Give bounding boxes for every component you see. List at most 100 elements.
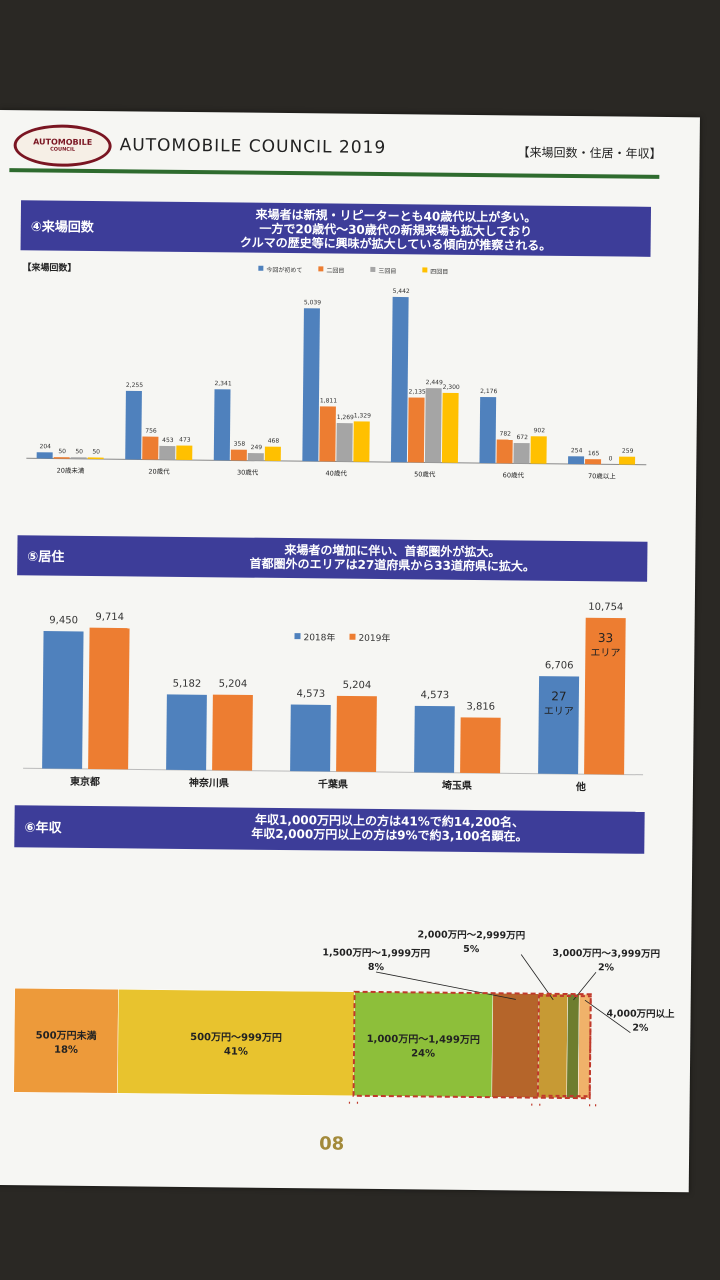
segment-value-label: 41%	[224, 1046, 248, 1057]
segment-value-label: 5%	[463, 944, 480, 955]
legend-swatch	[258, 265, 264, 271]
segment-value-label: 2%	[598, 962, 615, 973]
segment-label: 2,000万円～2,999万円	[418, 929, 526, 941]
bar	[336, 695, 377, 772]
highlight-box-9	[536, 994, 592, 1098]
bar-value-label: 672	[516, 434, 528, 441]
segment-label: 1,000万円～1,499万円	[367, 1033, 480, 1046]
bar	[530, 436, 547, 464]
bar-value-label: 2,341	[214, 380, 231, 387]
bar	[441, 392, 459, 463]
category-label: 神奈川県	[189, 776, 229, 789]
legend-swatch	[349, 633, 356, 640]
bar-value-label: 4,573	[297, 689, 326, 700]
bar	[353, 421, 370, 462]
bar-inner-label: エリア	[590, 648, 620, 659]
bracket-41	[348, 1101, 597, 1108]
bar-value-label: 9,450	[49, 615, 78, 626]
bar-value-label: 2,255	[126, 382, 143, 389]
bar	[142, 436, 159, 460]
category-label: 60歳代	[503, 470, 525, 479]
bar	[230, 449, 247, 461]
bar-value-label: 473	[179, 437, 191, 444]
segment-label: 3,000万円～3,999万円	[552, 948, 660, 960]
bar	[336, 423, 353, 462]
bar-value-label: 5,204	[343, 680, 372, 691]
bar	[87, 457, 104, 460]
bar-value-label: 1,329	[354, 412, 371, 419]
bar	[460, 717, 501, 774]
bar-value-label: 5,182	[173, 678, 202, 689]
logo-text-line2: COUNCIL	[50, 146, 76, 153]
residence-bar-chart: 2018年 2019年 9,450 9,714 東京都 5,182 5,204 神奈川県 4,5…	[23, 602, 644, 793]
automobile-council-logo: AUTOMOBILE COUNCIL	[13, 124, 112, 168]
segment-label: 1,500万円～1,999万円	[322, 947, 430, 959]
bar	[36, 452, 53, 459]
bar-value-label: 358	[234, 441, 246, 448]
bar	[290, 704, 331, 772]
category-label: 埼玉県	[442, 779, 472, 792]
segment-label: 500万円未満	[36, 1028, 97, 1042]
section-bar-income: ⑥年収 年収1,000万円以上の方は41%で約14,200名、 年収2,000万…	[14, 805, 645, 854]
bar-value-label: 2,135	[409, 388, 426, 395]
section-text-visits: 来場者は新規・リピーターとも40歳代以上が多い。 一方で20歳代～30歳代の新規…	[151, 208, 641, 255]
bar-value-label: 902	[534, 427, 546, 434]
leader-line	[584, 999, 631, 1033]
bar-value-label: 2,176	[480, 388, 497, 395]
bar-value-label: 3,816	[466, 701, 495, 712]
section-label-income: ⑥年収	[24, 820, 62, 837]
bar-value-label: 468	[268, 438, 280, 445]
bar	[513, 442, 530, 464]
category-label: 50歳代	[414, 469, 436, 478]
bar	[70, 457, 87, 459]
legend-label: 三回目	[378, 268, 396, 275]
bar	[264, 446, 281, 461]
legend-label: 2018年	[303, 631, 335, 643]
bar-value-label: 756	[145, 428, 157, 435]
page-title: AUTOMOBILE COUNCIL 2019	[119, 135, 387, 159]
bar	[319, 406, 336, 462]
bar	[166, 694, 207, 771]
bar-value-label: 6,706	[545, 660, 574, 671]
leader-line	[520, 954, 554, 1001]
bar	[568, 456, 585, 465]
bracket-32	[356, 1101, 533, 1108]
bar	[176, 445, 193, 461]
bar-value-label: 50	[58, 448, 66, 455]
document-page: AUTOMOBILE COUNCIL AUTOMOBILE COUNCIL 20…	[0, 110, 700, 1193]
bar	[213, 389, 231, 461]
legend-label: 2019年	[358, 632, 390, 644]
section-bar-visits: ④来場回数 来場者は新規・リピーターとも40歳代以上が多い。 一方で20歳代～3…	[20, 200, 652, 257]
legend-swatch	[318, 266, 324, 272]
bar-value-label: 5,442	[393, 288, 410, 295]
bar	[538, 676, 580, 775]
bar-value-label: 50	[75, 448, 83, 455]
segment-value-label: 24%	[411, 1048, 435, 1059]
bar	[496, 439, 513, 464]
legend-label: 今回が初めて	[266, 266, 302, 274]
legend-label: 二回目	[326, 267, 344, 274]
bar-value-label: 9,714	[95, 612, 124, 623]
visits-bar-chart: 【来場回数】 今回が初めて 二回目 三回目 四回目 204 50 50 50 20歳未満 2,255…	[22, 261, 647, 480]
bar-value-label: 254	[571, 447, 583, 454]
bar-value-label: 204	[39, 443, 51, 450]
bar-value-label: 5,204	[219, 679, 248, 690]
category-label: 70歳以上	[588, 471, 616, 480]
bar-value-label: 1,811	[320, 397, 337, 404]
bar-value-label: 2,300	[443, 384, 460, 391]
bar	[212, 694, 253, 771]
bar-value-label: 4,573	[421, 690, 450, 701]
bar	[53, 457, 70, 459]
bar-value-label: 2,449	[426, 379, 443, 386]
bar	[42, 631, 84, 769]
legend-swatch	[294, 633, 301, 640]
bar	[390, 296, 409, 463]
bar-value-label: 782	[500, 431, 512, 438]
bar-value-label: 0	[609, 455, 613, 462]
segment-label: 500万円～999万円	[190, 1031, 282, 1044]
bar	[159, 445, 176, 460]
segment-value-label: 8%	[368, 962, 385, 973]
bar	[407, 397, 425, 463]
segment-value-label: 2%	[632, 1023, 649, 1034]
category-label: 千葉県	[318, 777, 348, 790]
